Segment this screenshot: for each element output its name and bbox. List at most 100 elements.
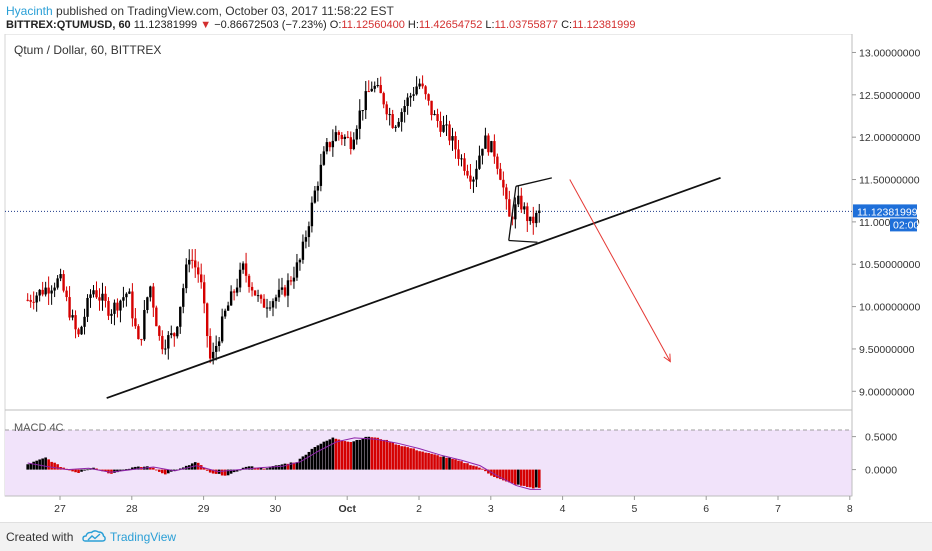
time-tick-label: 29 [198,503,210,515]
candle-body [340,134,344,140]
macd-bar [388,442,391,470]
candle-body [508,199,511,217]
candle-body [146,297,149,311]
macd-bar [256,467,260,470]
macd-bar [247,466,251,470]
time-tick-label: 4 [560,503,566,515]
candle-body [119,300,122,311]
candle-body [283,287,287,296]
macd-bar [325,440,329,470]
macd-bar [469,465,472,470]
candle-body [331,140,335,148]
macd-bar [26,464,29,470]
candle-body [385,104,388,115]
candle-body [343,136,347,140]
current-price-box [853,204,917,218]
time-scale[interactable]: 27 28 29 30 Oct 2 3 4 5 6 7 8 [54,496,853,515]
candle-body [289,280,293,282]
candle-body [101,293,104,301]
candle-body [80,326,83,335]
time-tick-label: 8 [847,503,853,515]
candle-body [316,185,320,191]
candle-body [200,274,203,283]
candle-body [523,206,526,210]
close-label: C: [561,19,573,31]
candle-body [310,202,314,227]
candle-body [328,142,332,148]
ohlc-line: BITTREX:QTUMUSD, 60 11.12381999 ▼ −0.866… [6,18,635,32]
macd-bar [472,465,475,470]
candle-body [430,100,433,116]
candle-body [457,149,460,159]
macd-bar [436,455,439,470]
candle-body [307,226,311,238]
candle-body [517,195,520,205]
macd-bar [262,468,266,470]
macd-bar [496,469,499,479]
candle-body [304,237,308,242]
chart-area[interactable]: 13.00000000 12.50000000 12.00000000 11.5000… [0,34,932,522]
time-tick-label: 28 [126,503,138,515]
author-link[interactable]: Hyacinth [6,4,53,18]
flag-left-edge[interactable] [508,186,517,241]
macd-bar [373,437,377,470]
candle-body [298,259,302,263]
candle-body [56,278,59,288]
macd-bar [448,457,451,470]
candle-body [364,91,367,111]
macd-bar [400,446,403,470]
candle-body [496,156,499,169]
candle-body [71,315,74,318]
macd-bar [289,462,293,470]
macd-bar [53,462,56,470]
high-label: H: [407,19,419,31]
candle-body [394,126,397,128]
projection-arrow[interactable] [569,179,671,362]
candle-body [223,310,227,317]
macd-bar [119,469,122,471]
footer-bar: Created with TradingView [0,522,932,551]
macd-bar [421,451,424,470]
candle-body [382,93,385,105]
candle-body [475,168,478,180]
macd-bar [484,469,487,472]
time-tick-label: 5 [631,503,637,515]
candle-body [253,290,257,296]
candle-body [424,86,427,95]
candle-body [229,291,233,306]
candle-body [370,88,373,92]
candle-body [211,351,215,359]
candle-body [161,335,164,350]
macd-bar [226,469,230,476]
candle-body [445,124,448,126]
macd-scale[interactable]: 0.5000 0.0000 [852,432,897,477]
macd-bar [439,456,442,470]
candle-time-box [890,218,917,232]
candle-body [143,310,146,340]
macd-tick-label: 0.0000 [865,465,897,477]
macd-bar [95,468,98,470]
symbol-label: BITTREX:QTUMUSD, 60 [6,19,131,31]
macd-bar [406,447,409,470]
candle-body [442,124,445,132]
candle-body [319,164,323,186]
open-label: O: [329,19,342,31]
trendline[interactable] [106,176,721,399]
candle-body [65,290,68,298]
macd-bar [511,469,514,484]
created-with-text: Created with [6,530,74,544]
macd-bar [202,467,206,470]
tradingview-link[interactable]: TradingView [110,530,177,544]
flag-top-line[interactable] [515,177,552,187]
macd-bar [514,469,517,485]
flag-bottom-line[interactable] [508,239,538,243]
tradingview-cloud-icon [82,530,106,542]
macd-bar [298,458,302,470]
macd-bar [331,437,335,470]
macd-bar [68,469,71,471]
candle-body [244,263,248,276]
macd-bar [92,467,95,470]
high-value: 11.42654752 [418,19,483,31]
macd-bar [403,446,406,470]
time-tick-label: 27 [54,503,66,515]
